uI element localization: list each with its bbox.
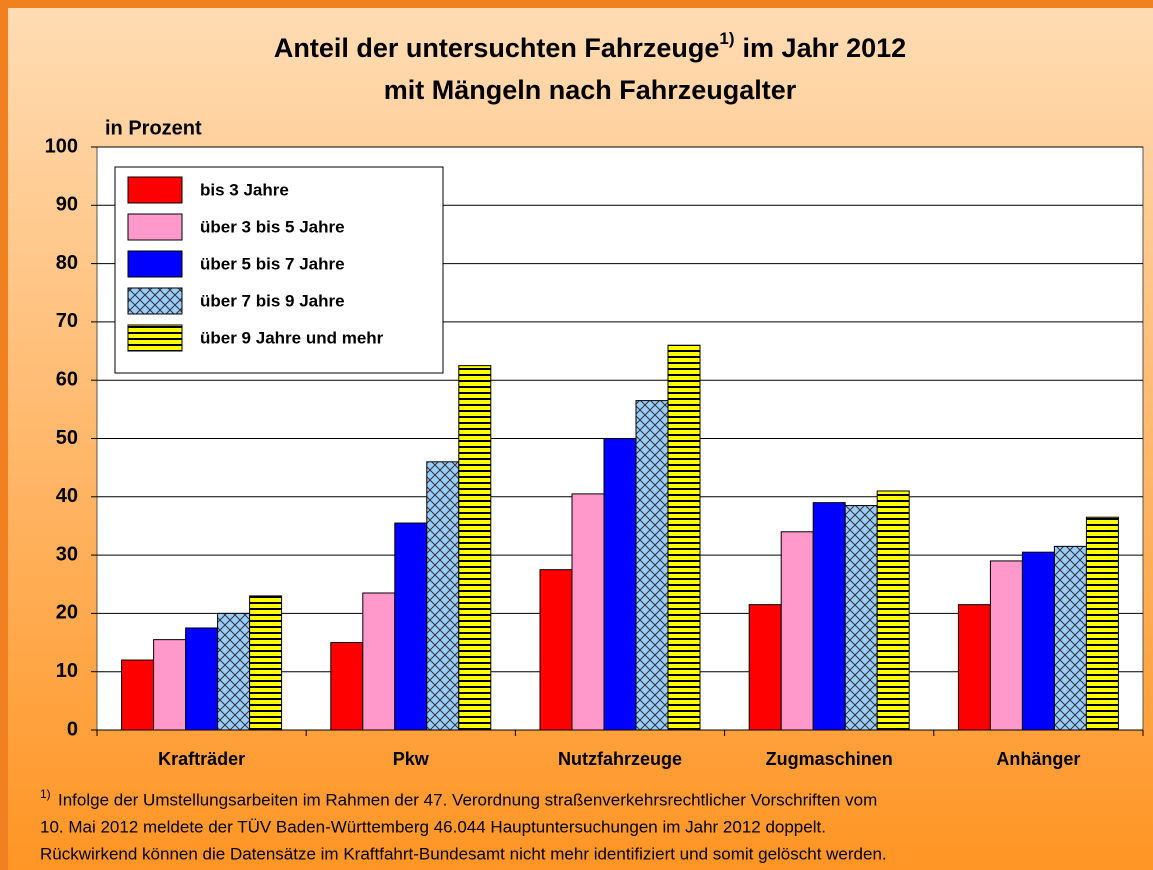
x-tick-label: Anhänger	[996, 749, 1080, 769]
y-tick-label: 30	[56, 543, 78, 565]
bar	[1053, 545, 1087, 731]
y-tick-label: 50	[56, 427, 78, 449]
bar	[876, 490, 910, 731]
legend-swatch	[127, 213, 183, 241]
bar	[426, 461, 460, 731]
bar	[153, 639, 187, 731]
bar	[539, 569, 573, 731]
x-tick-label: Zugmaschinen	[766, 749, 893, 769]
y-tick-label: 60	[56, 368, 78, 390]
y-tick-label: 70	[56, 310, 78, 332]
y-tick-label: 100	[45, 135, 78, 157]
footnote-line: Rückwirkend können die Datensätze im Kra…	[40, 844, 887, 863]
bar	[667, 344, 701, 731]
y-tick-label: 0	[67, 718, 78, 740]
chart-title-line2: mit Mängeln nach Fahrzeugalter	[384, 75, 797, 105]
y-tick-label: 40	[56, 485, 78, 507]
x-tick-label: Pkw	[393, 749, 430, 769]
y-tick-label: 80	[56, 252, 78, 274]
title-part: im Jahr 2012	[743, 33, 907, 63]
chart-title: Anteil der untersuchten Fahrzeuge1) im Ja…	[274, 29, 906, 63]
bar	[330, 642, 364, 731]
title-part: Anteil der untersuchten Fahrzeuge	[274, 33, 720, 63]
x-tick-label: Nutzfahrzeuge	[558, 749, 682, 769]
x-tick-label: Krafträder	[158, 749, 245, 769]
legend-label: bis 3 Jahre	[200, 180, 289, 199]
legend-label: über 3 bis 5 Jahre	[200, 217, 345, 236]
footnote-line: 10. Mai 2012 meldete der TÜV Baden-Württ…	[40, 817, 826, 836]
legend-swatch	[127, 324, 183, 352]
legend-label: über 9 Jahre und mehr	[200, 328, 384, 347]
bar	[458, 365, 492, 731]
bar	[121, 659, 155, 731]
bar	[217, 612, 251, 731]
footnote-mark: 1)	[40, 787, 51, 801]
legend-label: über 7 bis 9 Jahre	[200, 291, 345, 310]
legend-swatch	[127, 176, 183, 204]
bar	[571, 493, 605, 731]
y-tick-label: 10	[56, 660, 78, 682]
legend-label: über 5 bis 7 Jahre	[200, 254, 345, 273]
bar	[957, 604, 991, 731]
bar	[603, 438, 637, 731]
bar	[780, 531, 814, 731]
y-tick-label: 90	[56, 194, 78, 216]
bar	[812, 502, 846, 731]
title-footnote-mark: 1)	[719, 29, 734, 48]
bar	[249, 595, 283, 731]
bar	[748, 604, 782, 731]
bar	[394, 522, 428, 731]
bar	[362, 592, 396, 731]
bar	[1021, 551, 1055, 731]
legend-swatch	[127, 250, 183, 278]
bar	[635, 400, 669, 731]
y-tick-label: 20	[56, 602, 78, 624]
footnote-line: Infolge der Umstellungsarbeiten im Rahme…	[58, 790, 877, 809]
bar	[989, 560, 1023, 731]
bar	[185, 627, 219, 731]
bar	[844, 505, 878, 731]
bar	[1085, 516, 1119, 731]
legend-swatch	[127, 287, 183, 315]
y-axis-label: in Prozent	[105, 117, 202, 139]
